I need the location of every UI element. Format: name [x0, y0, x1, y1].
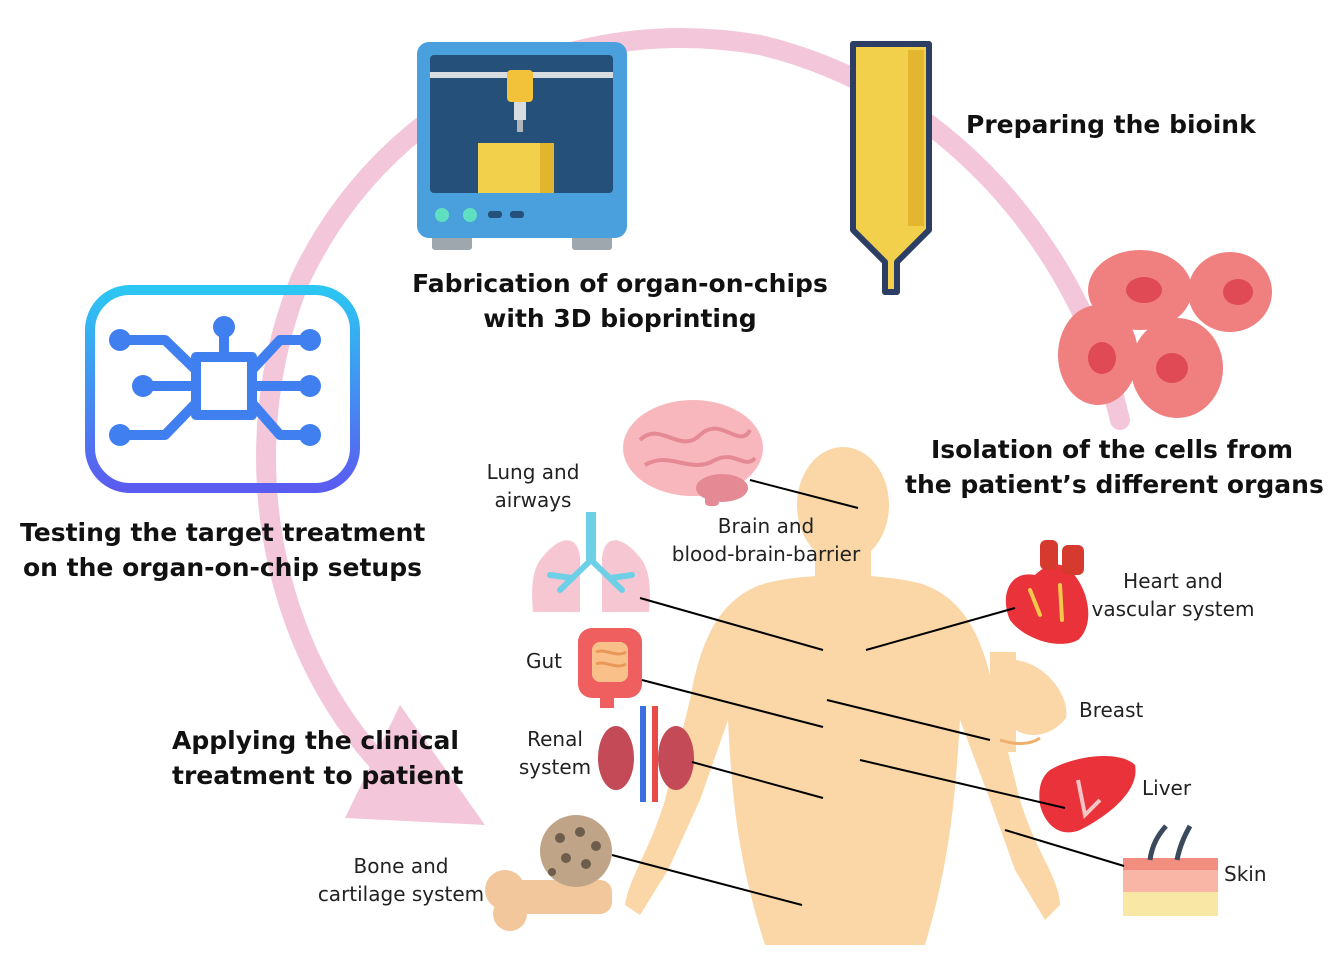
- organ-gut-line-1: Gut: [526, 649, 563, 673]
- bioink-syringe-icon: [850, 41, 932, 295]
- bone-icon: [485, 815, 612, 931]
- organ-brain-label: Brain and blood-brain-barrier: [660, 512, 872, 568]
- step-testing-label: Testing the target treatment on the orga…: [20, 515, 425, 585]
- organ-skin-line-1: Skin: [1224, 862, 1267, 886]
- step-applying-label: Applying the clinical treatment to patie…: [172, 723, 463, 793]
- brain-icon: [623, 400, 763, 506]
- kidneys-icon: [598, 706, 694, 802]
- organ-renal-line-1: Renal: [527, 727, 583, 751]
- lungs-icon: [532, 512, 650, 612]
- organ-bone-label: Bone and cartilage system: [315, 852, 487, 908]
- 3d-printer-icon: [417, 42, 627, 250]
- organ-brain-line-1: Brain and: [717, 514, 815, 538]
- organ-breast-line-1: Breast: [1079, 698, 1144, 722]
- organ-skin-label: Skin: [1224, 860, 1267, 888]
- skin-icon: [1123, 824, 1218, 916]
- organ-heart-line-2: vascular system: [1091, 597, 1255, 621]
- organ-lung-line-2: airways: [494, 488, 572, 512]
- organ-heart-line-1: Heart and: [1123, 569, 1223, 593]
- organ-lung-label: Lung and airways: [470, 458, 596, 514]
- organ-bone-line-1: Bone and: [353, 854, 449, 878]
- step-fabrication-line-2: with 3D bioprinting: [483, 304, 757, 333]
- liver-icon: [1039, 755, 1136, 833]
- organ-breast-label: Breast: [1079, 696, 1143, 724]
- gut-icon: [578, 628, 642, 708]
- organ-gut-label: Gut: [526, 647, 562, 675]
- cells-icon: [1058, 250, 1272, 418]
- organ-renal-line-2: system: [518, 755, 592, 779]
- step-bioink-label: Preparing the bioink: [966, 107, 1256, 142]
- breast-icon: [990, 652, 1067, 752]
- step-fabrication-label: Fabrication of organ-on-chips with 3D bi…: [410, 266, 830, 336]
- step-isolation-line-1: Isolation of the cells from: [930, 435, 1294, 464]
- step-isolation-line-2: the patient’s different organs: [905, 470, 1324, 499]
- step-testing-line-1: Testing the target treatment: [20, 518, 426, 547]
- leader-lines: [611, 479, 1125, 906]
- organ-heart-label: Heart and vascular system: [1088, 567, 1258, 623]
- organ-bone-line-2: cartilage system: [317, 882, 485, 906]
- organ-renal-label: Renal system: [510, 725, 600, 781]
- step-applying-line-2: treatment to patient: [172, 761, 464, 790]
- organ-chip-icon: [85, 285, 360, 493]
- heart-icon: [1005, 540, 1089, 644]
- step-testing-line-2: on the organ-on-chip setups: [22, 553, 423, 582]
- organ-lung-line-1: Lung and: [486, 460, 580, 484]
- step-isolation-label: Isolation of the cells from the patient’…: [905, 432, 1324, 502]
- organ-brain-line-2: blood-brain-barrier: [671, 542, 861, 566]
- step-fabrication-line-1: Fabrication of organ-on-chips: [412, 269, 828, 298]
- step-bioink-line-1: Preparing the bioink: [966, 110, 1256, 139]
- step-applying-line-1: Applying the clinical: [172, 726, 459, 755]
- organ-liver-label: Liver: [1142, 774, 1191, 802]
- organ-liver-line-1: Liver: [1142, 776, 1192, 800]
